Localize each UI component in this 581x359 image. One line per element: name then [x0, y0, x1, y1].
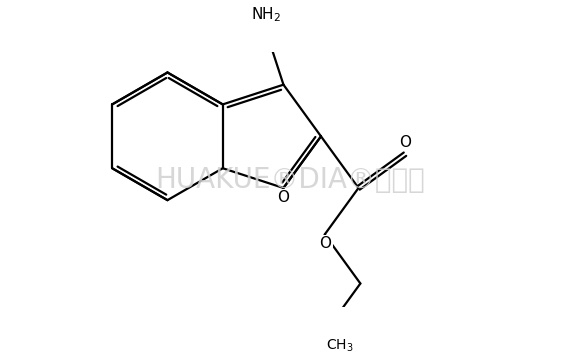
Text: O: O	[320, 236, 331, 251]
Text: O: O	[399, 135, 411, 150]
Text: NH$_2$: NH$_2$	[251, 5, 281, 24]
Text: CH$_3$: CH$_3$	[327, 337, 354, 354]
Text: O: O	[278, 190, 289, 205]
Text: HUAKUE®DIA®化学加: HUAKUE®DIA®化学加	[156, 166, 425, 194]
